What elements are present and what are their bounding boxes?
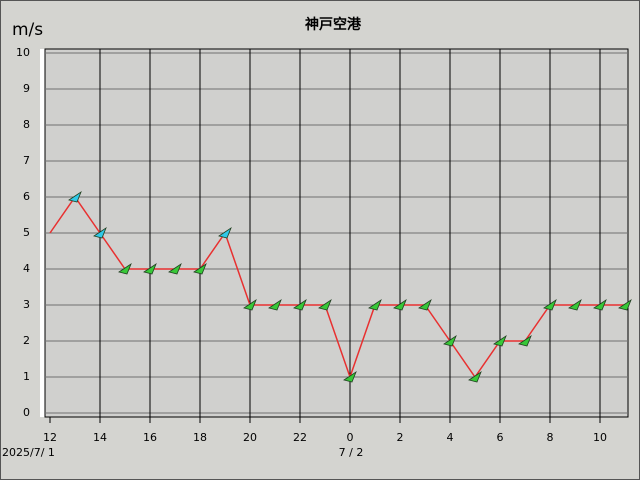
y-tick-label: 4 bbox=[23, 262, 30, 275]
point-marker bbox=[193, 262, 207, 275]
point-marker bbox=[618, 298, 632, 311]
x-tick-label: 6 bbox=[497, 431, 504, 444]
x-tick-label: 8 bbox=[547, 431, 554, 444]
point-marker bbox=[318, 298, 332, 311]
point-marker bbox=[443, 334, 457, 347]
y-tick-label: 2 bbox=[23, 334, 30, 347]
y-axis-label: m/s bbox=[12, 20, 43, 40]
date-label: 7 / 2 bbox=[339, 446, 364, 459]
point-marker bbox=[343, 370, 357, 383]
x-tick-label: 10 bbox=[593, 431, 607, 444]
point-marker bbox=[143, 262, 157, 275]
point-marker bbox=[493, 334, 507, 347]
point-marker bbox=[93, 226, 107, 239]
point-marker bbox=[468, 370, 482, 383]
y-tick-label: 8 bbox=[23, 118, 30, 131]
x-tick-label: 18 bbox=[193, 431, 207, 444]
y-tick-label: 6 bbox=[23, 190, 30, 203]
point-marker bbox=[593, 298, 607, 311]
x-tick-label: 20 bbox=[243, 431, 257, 444]
x-tick-label: 14 bbox=[93, 431, 107, 444]
line bbox=[49, 195, 625, 380]
date-label: 2025/7/ 1 bbox=[2, 446, 55, 459]
x-tick-label: 22 bbox=[293, 431, 307, 444]
y-tick-label: 1 bbox=[23, 370, 30, 383]
point-marker bbox=[418, 298, 432, 311]
y-tick-label: 3 bbox=[23, 298, 30, 311]
y-tick-label: 7 bbox=[23, 154, 30, 167]
point-marker bbox=[68, 190, 82, 203]
point-marker bbox=[243, 298, 257, 311]
point-marker bbox=[518, 334, 532, 347]
point-marker bbox=[118, 262, 132, 275]
y-tick-label: 10 bbox=[16, 46, 30, 59]
point-marker bbox=[293, 298, 307, 311]
x-tick-label: 0 bbox=[347, 431, 354, 444]
point-marker bbox=[168, 262, 182, 275]
point-marker bbox=[368, 298, 382, 311]
chart-title: 神戸空港 bbox=[305, 16, 362, 33]
y-tick-label: 0 bbox=[23, 406, 30, 419]
point-marker bbox=[268, 298, 282, 311]
x-tick-label: 16 bbox=[143, 431, 157, 444]
x-tick-label: 2 bbox=[397, 431, 404, 444]
point-marker bbox=[568, 298, 582, 311]
axis-bevel bbox=[40, 49, 45, 417]
point-marker bbox=[218, 226, 232, 239]
y-tick-label: 5 bbox=[23, 226, 30, 239]
point-marker bbox=[543, 298, 557, 311]
x-tick-label: 12 bbox=[43, 431, 57, 444]
y-tick-label: 9 bbox=[23, 82, 30, 95]
x-tick-label: 4 bbox=[447, 431, 454, 444]
point-marker bbox=[393, 298, 407, 311]
